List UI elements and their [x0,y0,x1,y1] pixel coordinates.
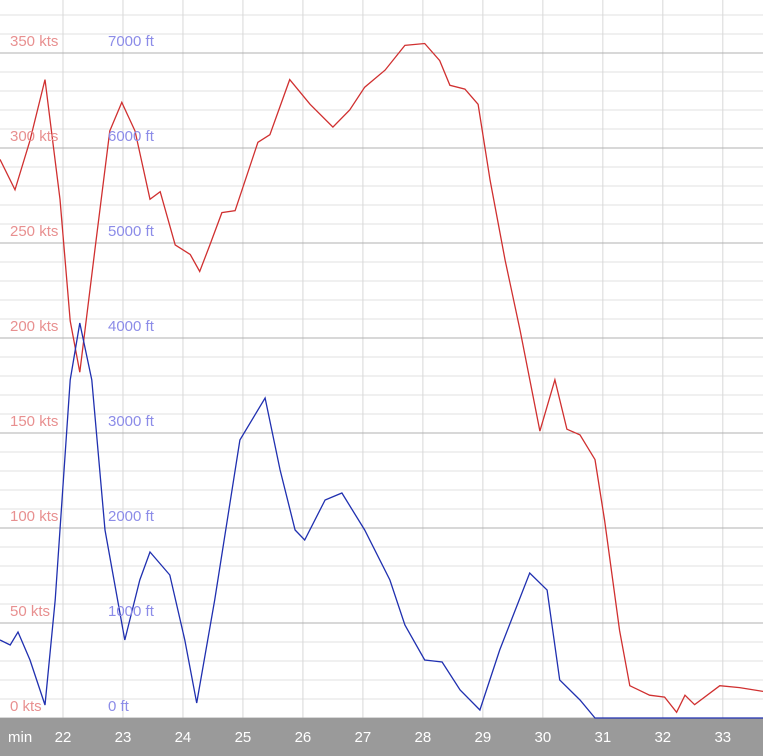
x-tick-label: 23 [115,729,132,746]
x-tick-label: 29 [475,729,492,746]
y2-tick-label: 2000 ft [108,508,155,525]
x-unit-label: min [8,729,32,746]
x-tick-label: 33 [714,729,731,746]
x-tick-label: 25 [235,729,252,746]
x-tick-label: 28 [415,729,432,746]
x-axis-bar [0,718,763,756]
x-tick-label: 24 [175,729,192,746]
y2-tick-label: 7000 ft [108,33,155,50]
y2-tick-label: 0 ft [108,698,130,715]
x-tick-label: 26 [295,729,312,746]
y2-tick-label: 4000 ft [108,318,155,335]
y-tick-label: 250 kts [10,223,58,240]
y-tick-label: 350 kts [10,33,58,50]
x-tick-label: 27 [355,729,372,746]
y-tick-label: 150 kts [10,413,58,430]
y2-tick-label: 1000 ft [108,603,155,620]
y-tick-label: 200 kts [10,318,58,335]
line [0,42,763,714]
x-tick-label: 30 [535,729,552,746]
y-tick-label: 300 kts [10,128,58,145]
x-tick-label: 22 [55,729,72,746]
x-tick-label: 31 [594,729,611,746]
y2-tick-label: 5000 ft [108,223,155,240]
y-tick-label: 100 kts [10,508,58,525]
y-tick-label: 50 kts [10,603,50,620]
y-tick-label: 0 kts [10,698,42,715]
x-tick-label: 32 [654,729,671,746]
y2-tick-label: 6000 ft [108,128,155,145]
line [0,322,763,719]
y2-tick-label: 3000 ft [108,413,155,430]
